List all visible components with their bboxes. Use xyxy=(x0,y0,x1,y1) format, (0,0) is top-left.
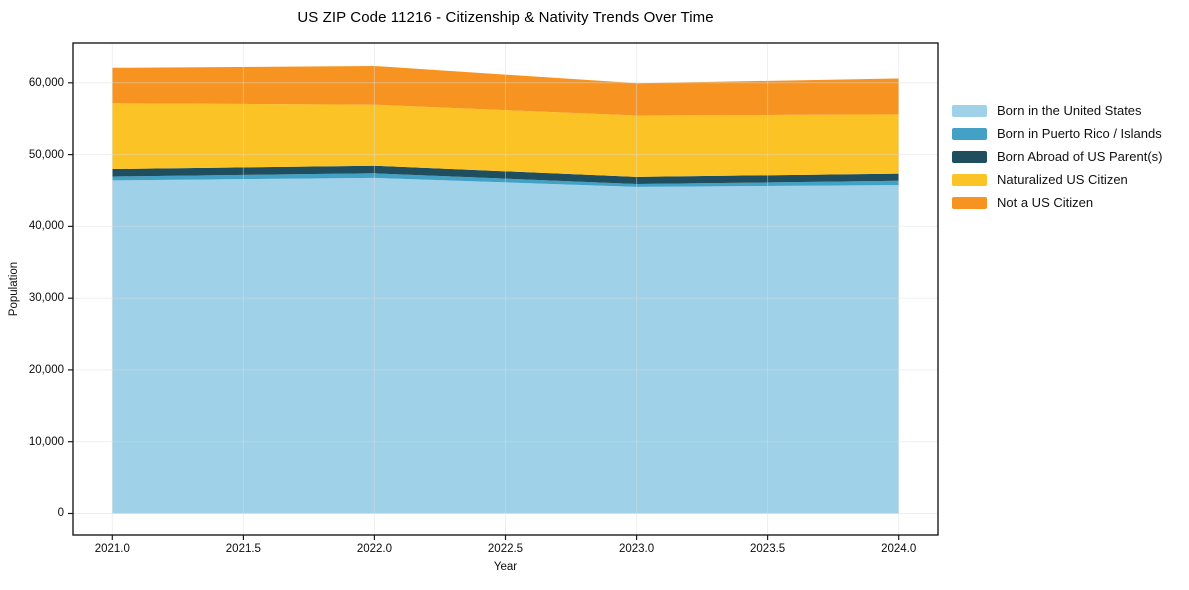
x-tick-label: 2023.5 xyxy=(750,543,786,555)
legend-entry: Born Abroad of US Parent(s) xyxy=(952,150,1162,164)
y-tick-label: 20,000 xyxy=(28,363,64,376)
x-tick-label: 2021.5 xyxy=(225,543,261,555)
legend-entry: Naturalized US Citizen xyxy=(952,173,1162,187)
legend-swatch-icon xyxy=(952,197,987,209)
area-born-abroad-of-us-parent-s xyxy=(112,165,899,184)
y-tick-label: 40,000 xyxy=(28,220,64,233)
tick-marks xyxy=(68,82,900,540)
legend-label: Naturalized US Citizen xyxy=(997,172,1128,187)
legend-swatch-icon xyxy=(952,174,987,186)
x-tick-label: 2021.0 xyxy=(94,543,130,555)
stacked-areas xyxy=(112,66,899,514)
legend-label: Born in Puerto Rico / Islands xyxy=(997,126,1162,141)
area-naturalized-us-citizen xyxy=(112,103,899,177)
x-axis-label: Year xyxy=(493,561,518,573)
legend-entry: Not a US Citizen xyxy=(952,196,1162,210)
gridlines xyxy=(73,43,938,535)
y-tick-label: 0 xyxy=(57,507,64,520)
legend-label: Born Abroad of US Parent(s) xyxy=(997,149,1163,164)
area-born-in-the-united-states xyxy=(112,177,899,514)
x-tick-label: 2024.0 xyxy=(881,543,917,555)
x-tick-label: 2022.0 xyxy=(356,543,393,555)
y-tick-label: 50,000 xyxy=(28,148,64,161)
legend-swatch-icon xyxy=(952,128,987,140)
legend-entry: Born in Puerto Rico / Islands xyxy=(952,127,1162,141)
y-tick-label: 60,000 xyxy=(28,76,64,89)
x-tick-label: 2023.0 xyxy=(618,543,655,555)
legend-label: Not a US Citizen xyxy=(997,195,1094,210)
legend-label: Born in the United States xyxy=(997,103,1142,118)
chart-title: US ZIP Code 11216 - Citizenship & Nativi… xyxy=(297,9,714,26)
y-tick-label: 10,000 xyxy=(28,435,64,448)
y-tick-label: 30,000 xyxy=(28,292,64,305)
legend-entry: Born in the United States xyxy=(952,104,1162,118)
area-not-a-us-citizen xyxy=(112,66,899,116)
area-born-in-puerto-rico-islands xyxy=(112,173,899,187)
legend-swatch-icon xyxy=(952,151,987,163)
x-tick-label: 2022.5 xyxy=(487,543,524,555)
legend: Born in the United States Born in Puerto … xyxy=(952,104,1162,210)
y-axis-label: Population xyxy=(8,261,20,317)
legend-swatch-icon xyxy=(952,105,987,117)
